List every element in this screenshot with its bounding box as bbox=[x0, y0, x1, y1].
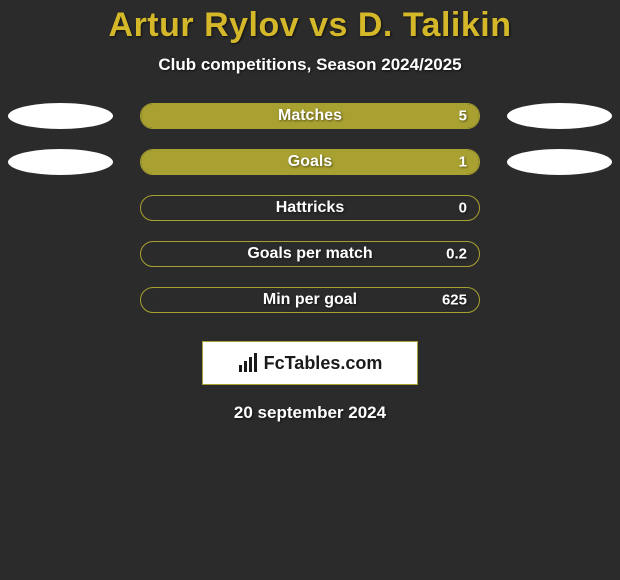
stat-value: 625 bbox=[442, 292, 467, 309]
stat-row: Matches 5 bbox=[0, 103, 620, 129]
branding-logo[interactable]: FcTables.com bbox=[202, 341, 418, 385]
comparison-card: Artur Rylov vs D. Talikin Club competiti… bbox=[0, 0, 620, 423]
stat-bar: Matches 5 bbox=[140, 103, 480, 129]
stat-label: Matches bbox=[278, 107, 342, 125]
stat-label: Goals per match bbox=[247, 245, 372, 263]
stat-value: 0.2 bbox=[446, 246, 467, 263]
stats-rows: Matches 5 Goals 1 Hattricks 0 bbox=[0, 103, 620, 313]
stat-row: Goals per match 0.2 bbox=[0, 241, 620, 267]
right-oval bbox=[507, 103, 612, 129]
stat-label: Hattricks bbox=[276, 199, 344, 217]
page-title: Artur Rylov vs D. Talikin bbox=[0, 6, 620, 45]
stat-value: 5 bbox=[459, 108, 467, 125]
stat-row: Min per goal 625 bbox=[0, 287, 620, 313]
stat-value: 1 bbox=[459, 154, 467, 171]
stat-bar: Goals 1 bbox=[140, 149, 480, 175]
right-oval bbox=[507, 149, 612, 175]
stat-label: Goals bbox=[288, 153, 332, 171]
stat-bar: Min per goal 625 bbox=[140, 287, 480, 313]
stat-bar: Goals per match 0.2 bbox=[140, 241, 480, 267]
stat-row: Goals 1 bbox=[0, 149, 620, 175]
stat-value: 0 bbox=[459, 200, 467, 217]
page-subtitle: Club competitions, Season 2024/2025 bbox=[0, 55, 620, 75]
stat-row: Hattricks 0 bbox=[0, 195, 620, 221]
stat-bar: Hattricks 0 bbox=[140, 195, 480, 221]
stat-label: Min per goal bbox=[263, 291, 357, 309]
logo-text: FcTables.com bbox=[264, 353, 383, 374]
footer-date: 20 september 2024 bbox=[0, 403, 620, 423]
chart-bars-icon bbox=[238, 353, 260, 373]
left-oval bbox=[8, 103, 113, 129]
left-oval bbox=[8, 149, 113, 175]
